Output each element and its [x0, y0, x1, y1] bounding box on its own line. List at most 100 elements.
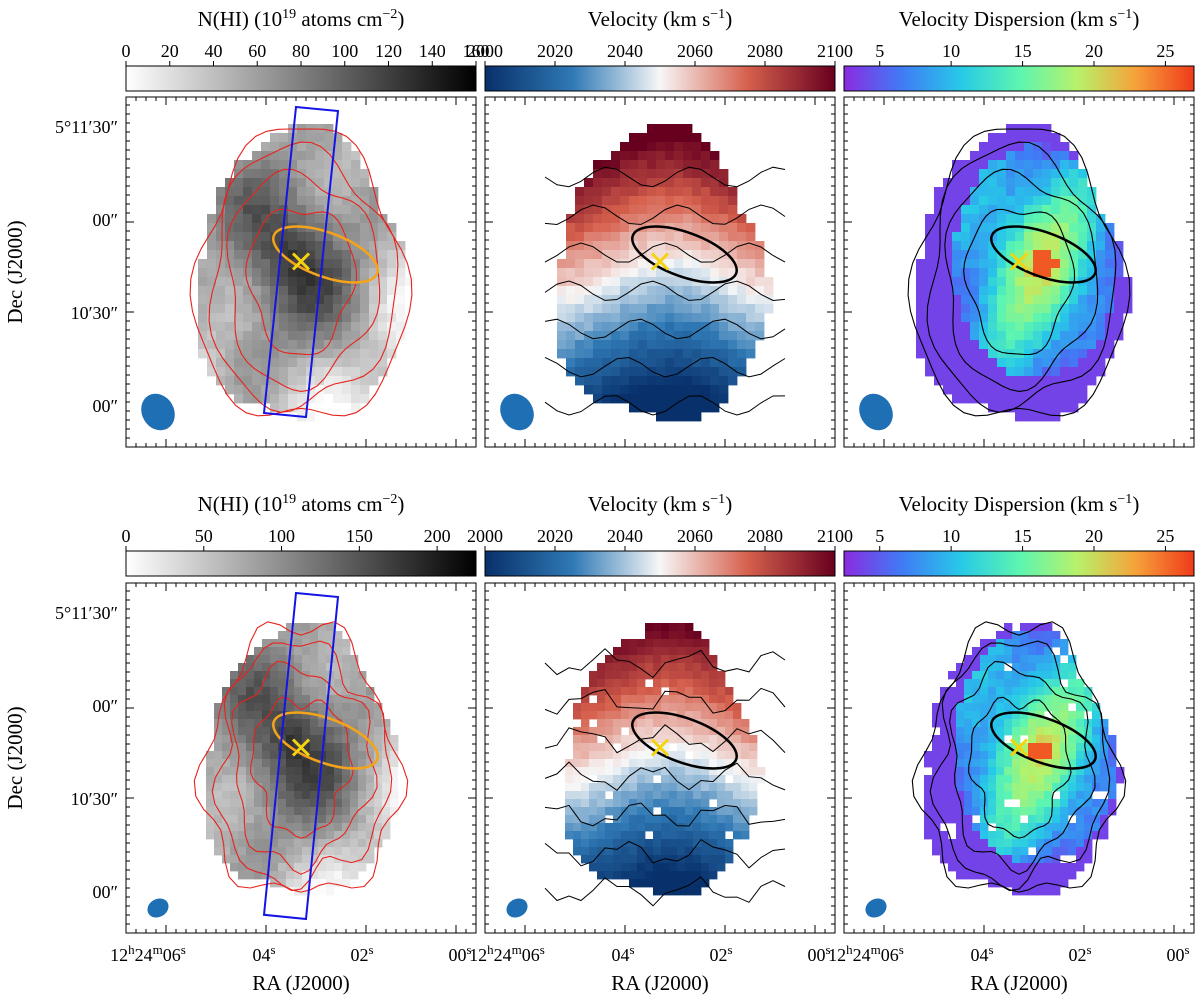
colorbar-tick-label: 20	[1085, 41, 1103, 61]
dec-tick-label: 10′30″	[71, 789, 118, 809]
contour-line	[949, 660, 1096, 875]
axes-frame	[843, 582, 1195, 934]
dec-tick-label: 00″	[93, 396, 119, 416]
center-marker-x	[650, 252, 670, 271]
colorbar-tick-label: 100	[331, 41, 358, 61]
contour-line	[544, 876, 786, 907]
aperture-ellipse	[272, 711, 379, 770]
dec-tick-label: 5°11′30″	[55, 603, 118, 623]
contour-line	[929, 640, 1111, 892]
contour-line	[544, 724, 786, 754]
axes-frame	[125, 582, 477, 934]
beam-ellipse	[141, 393, 175, 431]
ra-tick-label: 02s	[350, 942, 373, 965]
axes-frame	[125, 96, 477, 448]
contour-line	[544, 395, 786, 416]
contour-line	[544, 838, 786, 869]
ra-tick-label: 00s	[448, 942, 471, 965]
colorbar-tick-label: 25	[1156, 41, 1174, 61]
aperture-ellipse	[272, 225, 379, 284]
colorbar-tick-label: 15	[1014, 526, 1032, 546]
contour-line	[193, 621, 409, 893]
colorbar-tick-label: 10	[942, 526, 960, 546]
dec-tick-label: 00″	[93, 696, 119, 716]
contour-line	[544, 687, 786, 715]
contour-line	[544, 356, 786, 378]
colorbar	[843, 550, 1195, 577]
aperture-ellipse	[990, 225, 1097, 284]
colorbar-tick-label: 80	[292, 41, 310, 61]
ra-tick-label: 02s	[709, 942, 732, 965]
contour-line	[907, 128, 1131, 417]
center-marker-x	[650, 738, 670, 757]
dec-tick-label: 00″	[93, 882, 119, 902]
y-axis-label: Dec (J2000)	[3, 706, 27, 809]
center-marker-x	[291, 252, 311, 271]
colorbar-tick-label: 0	[122, 41, 131, 61]
colorbar-tick-label: 40	[205, 41, 223, 61]
colorbar-tick-label: 150	[346, 526, 373, 546]
colorbar-tick-label: 120	[375, 41, 402, 61]
colorbar-tick-label: 2080	[747, 526, 783, 546]
colorbar-title: N(HI) (1019 atoms cm−2)	[198, 7, 405, 31]
contour-line	[544, 318, 786, 340]
slit-rectangle	[262, 591, 340, 921]
colorbar	[125, 65, 477, 92]
contour-line	[544, 648, 786, 679]
beam-ellipse	[500, 393, 534, 431]
colorbar-tick-label: 50	[195, 526, 213, 546]
contour-line	[544, 166, 786, 188]
contour-line	[963, 208, 1076, 356]
beam-ellipse	[859, 393, 893, 431]
colorbar-tick-label: 10	[942, 41, 960, 61]
colorbar-tick-label: 20	[161, 41, 179, 61]
panel-nhi-row2: 0 50 100 150 200 N(HI) (1019 atoms cm−2) 5°11′…	[3, 492, 477, 995]
colorbar-tick-label: 100	[268, 526, 295, 546]
colorbar-tick-label: 2080	[747, 41, 783, 61]
colorbar-tick-label: 5	[875, 526, 884, 546]
contour-line	[944, 168, 1099, 392]
dec-tick-label: 00″	[93, 210, 119, 230]
x-axis-label: RA (J2000)	[611, 971, 708, 995]
center-marker-x	[1009, 252, 1029, 271]
colorbar	[484, 65, 836, 92]
colorbar-tick-label: 160	[463, 41, 490, 61]
axes-frame	[843, 96, 1195, 448]
colorbar-title: Velocity Dispersion (km s−1)	[899, 492, 1140, 516]
colorbar-tick-label: 2100	[817, 526, 853, 546]
colorbar-tick-label: 2020	[537, 41, 573, 61]
colorbar	[843, 65, 1195, 92]
contour-line	[544, 802, 786, 827]
y-axis-label: Dec (J2000)	[3, 220, 27, 323]
colorbar-tick-label: 2020	[537, 526, 573, 546]
colorbar-tick-label: 200	[424, 526, 451, 546]
contour-line	[231, 660, 378, 875]
colorbar-tick-label: 20	[1085, 526, 1103, 546]
ra-tick-label: 12h24m06s	[828, 942, 904, 965]
colorbar-tick-label: 2060	[677, 41, 713, 61]
panel-dispersion-row2: 5 10 15 20 25 Velocity Dispersion (km s−1) 12h…	[828, 492, 1195, 995]
colorbar-tick-label: 2000	[467, 41, 503, 61]
beam-ellipse	[506, 898, 528, 918]
panel-nhi-row1: 0 20 40 60 80 100 120 140 160 N(HI) (1019 atoms c…	[3, 7, 490, 448]
ra-tick-label: 04s	[970, 942, 993, 965]
colorbar-tick-label: 2060	[677, 526, 713, 546]
colorbar-tick-label: 140	[419, 41, 446, 61]
contour-line	[544, 242, 786, 263]
contour-line	[544, 204, 786, 226]
colorbar-title: Velocity (km s−1)	[588, 7, 732, 31]
contour-line	[544, 280, 786, 302]
colorbar-tick-label: 2000	[467, 526, 503, 546]
colorbar-title: N(HI) (1019 atoms cm−2)	[198, 492, 405, 516]
panel-velocity-row1: 2000 2020 2040 2060 2080 2100 Velocity (km s−1…	[467, 7, 853, 448]
aperture-ellipse	[631, 225, 738, 284]
dec-tick-label: 5°11′30″	[55, 117, 118, 137]
aperture-ellipse	[631, 711, 738, 770]
colorbar-tick-label: 25	[1156, 526, 1174, 546]
aperture-ellipse	[990, 711, 1097, 770]
colorbar-tick-label: 5	[875, 41, 884, 61]
colorbar-tick-label: 2040	[607, 526, 643, 546]
colorbar	[484, 550, 836, 577]
beam-ellipse	[147, 898, 169, 918]
